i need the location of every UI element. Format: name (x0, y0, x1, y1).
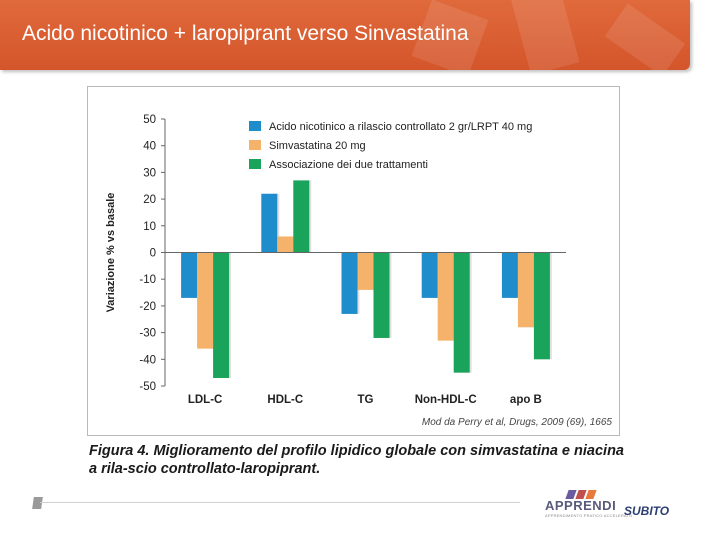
y-tick-label: 30 (143, 167, 156, 179)
legend-swatch (249, 159, 261, 169)
slide-title: Acido nicotinico + laropiprant verso Sin… (22, 22, 469, 45)
bar (181, 252, 198, 298)
bar (517, 252, 534, 328)
y-tick-label: -10 (139, 274, 156, 286)
bar (213, 252, 230, 378)
y-tick-label: 0 (150, 248, 156, 260)
legend-label: Associazione dei due trattamenti (269, 159, 428, 171)
bar-chart: 50 40 30 20 10 0 -10 -20 -30 -40 -50 Variazione % v… (105, 114, 613, 428)
y-tick-label: -50 (139, 381, 156, 393)
bar (421, 252, 438, 298)
banner-decoration (604, 3, 686, 70)
legend-swatch (249, 140, 261, 150)
bar (341, 252, 358, 314)
banner-decoration (510, 0, 580, 70)
legend-label: Acido nicotinico a rilascio controllato … (269, 121, 532, 133)
bar (437, 252, 454, 341)
legend-label: Simvastatina 20 mg (269, 140, 366, 152)
bar (373, 252, 390, 338)
bar (357, 252, 374, 290)
title-banner: Acido nicotinico + laropiprant verso Sin… (0, 0, 690, 70)
bar (197, 252, 214, 349)
x-tick-label: Non-HDL-C (415, 394, 477, 406)
subito-logo: SUBITO (624, 504, 670, 518)
figure-caption: Figura 4. Miglioramento del profilo lipi… (89, 443, 624, 477)
footer-mark (32, 497, 43, 509)
y-tick-label: 50 (143, 114, 156, 126)
bar (261, 193, 278, 253)
y-tick-label: 20 (143, 194, 156, 206)
bar (293, 180, 310, 253)
y-tick-label: 40 (143, 141, 156, 153)
footer-divider (40, 502, 520, 503)
y-tick-label: 10 (143, 221, 156, 233)
bar (501, 252, 518, 298)
legend-swatch (249, 121, 261, 131)
bar (277, 236, 294, 253)
y-axis-label: Variazione % vs basale (105, 193, 117, 313)
source-note: Mod da Perry et al, Drugs, 2009 (69), 16… (422, 417, 613, 428)
apprendi-logo-tagline: APPRENDIMENTO PRATICO ACCELERATO (545, 513, 633, 518)
x-tick-label: HDL-C (267, 394, 303, 406)
y-tick-label: -30 (139, 328, 156, 340)
y-tick-label: -40 (139, 354, 156, 366)
figure-box: 50 40 30 20 10 0 -10 -20 -30 -40 -50 Variazione % v… (87, 86, 620, 436)
apprendi-logo: APPRENDI APPRENDIMENTO PRATICO ACCELERAT… (545, 486, 632, 520)
bar (533, 252, 550, 360)
x-tick-label: apo B (510, 394, 542, 406)
y-tick-label: -20 (139, 301, 156, 313)
bar (453, 252, 470, 373)
apprendi-logo-name: APPRENDI (545, 498, 617, 513)
x-tick-label: TG (358, 394, 374, 406)
x-tick-label: LDL-C (188, 394, 223, 406)
